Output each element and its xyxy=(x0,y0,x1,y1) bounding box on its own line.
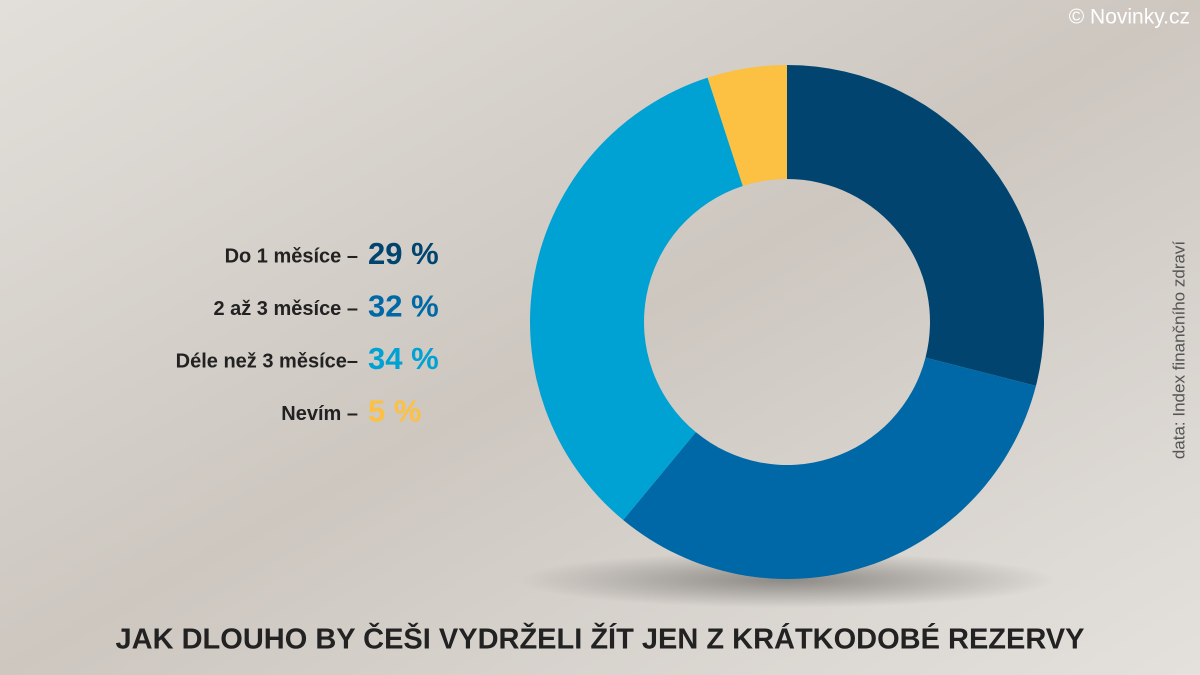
legend: Do 1 měsíce – 29 % 2 až 3 měsíce – 32 % Déle… xyxy=(176,236,439,429)
legend-label: Déle než 3 měsíce– xyxy=(176,350,358,372)
shadow xyxy=(517,552,1057,608)
donut-segment xyxy=(623,357,1036,579)
donut-segment xyxy=(707,65,787,186)
donut xyxy=(530,65,1044,579)
donut-segment xyxy=(787,65,1044,386)
data-label: 5 % xyxy=(368,394,421,429)
data-label: 29 % xyxy=(368,236,439,271)
data-label: 34 % xyxy=(368,341,439,376)
credit: © Novinky.cz xyxy=(1069,6,1190,29)
legend-label: 2 až 3 měsíce – xyxy=(213,298,358,320)
data-label: 32 % xyxy=(368,289,439,324)
source: data: Index finančního zdraví xyxy=(1169,241,1188,460)
chart-title: JAK DLOUHO BY ČEŠI VYDRŽELI ŽÍT JEN Z KR… xyxy=(116,622,1085,656)
legend-label: Nevím – xyxy=(281,403,358,425)
legend-label: Do 1 měsíce – xyxy=(225,245,358,267)
donut-segment xyxy=(530,77,743,521)
